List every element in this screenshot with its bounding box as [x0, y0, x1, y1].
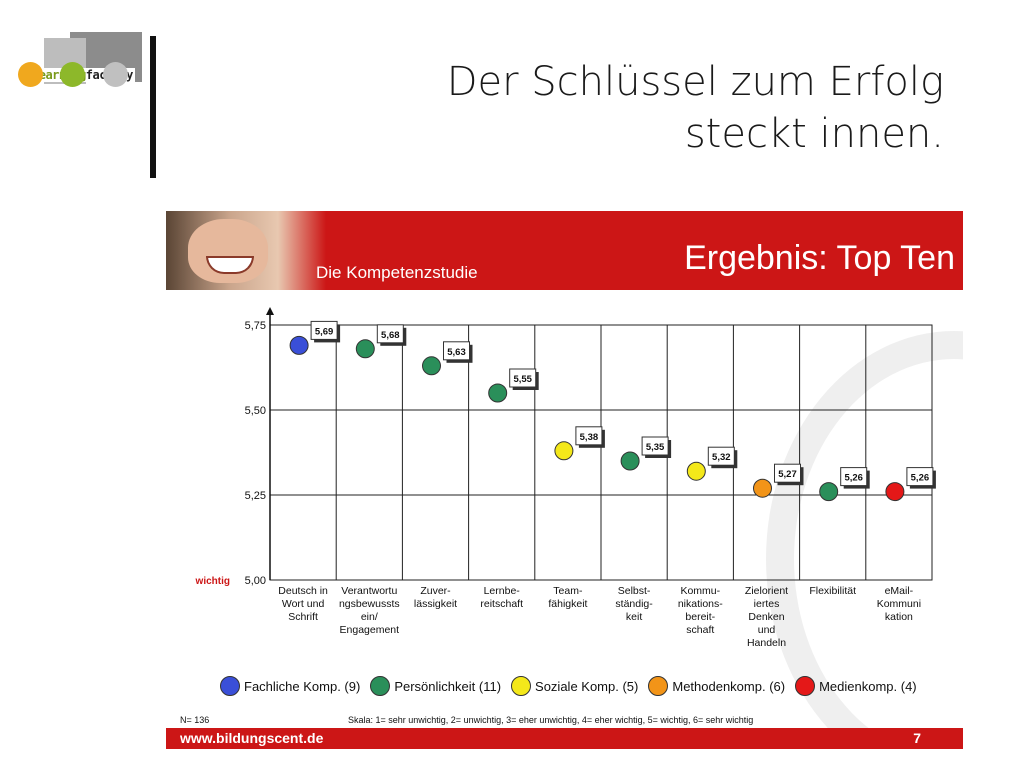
x-category-label: Selbst-ständig-keit	[615, 585, 653, 623]
value-label: 5,38	[580, 432, 599, 443]
x-category-label: Zielorient iertes Denken und Handeln	[745, 585, 788, 649]
banner-title: Ergebnis: Top Ten	[684, 239, 955, 277]
chart-legend: Fachliche Komp. (9) Persönlichkeit (11) So…	[220, 676, 921, 696]
footer-url: www.bildungscent.de	[180, 730, 324, 746]
y-tick-label: 5,25	[245, 490, 266, 502]
slide-banner: Die Kompetenzstudie Ergebnis: Top Ten	[166, 211, 963, 290]
data-point	[753, 478, 772, 498]
value-label-box	[575, 426, 603, 446]
data-point	[289, 335, 309, 355]
value-label-box	[509, 368, 537, 388]
data-point	[686, 461, 706, 481]
value-label: 5,32	[712, 452, 731, 463]
value-label-box	[443, 341, 470, 361]
data-point	[885, 482, 905, 502]
data-point	[819, 482, 839, 502]
title-line-2: steckt innen.	[684, 111, 944, 157]
legend-item: Persönlichkeit (11)	[370, 676, 501, 696]
divider-bar	[150, 36, 156, 178]
value-label-box	[906, 467, 934, 487]
legend-dot-icon	[370, 676, 391, 696]
data-point	[422, 356, 441, 376]
data-point	[488, 383, 508, 403]
banner-subtitle: Die Kompetenzstudie	[316, 263, 478, 282]
value-label: 5,69	[315, 326, 334, 337]
value-label-box	[641, 436, 669, 456]
slide-image: Die Kompetenzstudie Ergebnis: Top Ten 5,…	[166, 211, 963, 749]
y-tick-label: 5,50	[245, 405, 266, 417]
slide-footer: www.bildungscent.de 7	[166, 728, 963, 749]
value-label: 5,63	[447, 347, 466, 358]
x-category-label: Verantwortu ngsbewussts ein/Engagement	[339, 585, 400, 636]
legend-dot-icon	[511, 676, 532, 696]
value-label-box	[376, 324, 404, 344]
scale-note: Skala: 1= sehr unwichtig, 2= unwichtig, …	[348, 715, 754, 725]
data-point	[620, 451, 640, 471]
top-ten-chart: 5,00 5,25 5,50 5,75 wichtig Deutsch in Wort un…	[195, 307, 936, 649]
legend-item: Soziale Komp. (5)	[511, 676, 638, 696]
y-axis-arrow-icon	[266, 307, 274, 315]
value-label: 5,26	[844, 473, 863, 484]
value-label-box	[840, 467, 868, 487]
legend-label: Persönlichkeit (11)	[394, 678, 502, 694]
gray-dot-icon	[103, 62, 128, 87]
legend-label: Methodenkomp. (6)	[672, 678, 786, 694]
value-label: 5,26	[911, 473, 930, 484]
footer-page-number: 7	[913, 730, 921, 746]
x-category-label: Deutsch in Wort und Schrift	[278, 585, 328, 623]
x-category-label: eMail-Kommuni kation	[877, 585, 921, 623]
legend-label: Medienkomp. (4)	[819, 678, 917, 694]
legend-dot-icon	[648, 676, 669, 696]
legend-item: Methodenkomp. (6)	[648, 676, 785, 696]
banner-photo	[166, 211, 326, 290]
legend-item: Medienkomp. (4)	[795, 676, 917, 696]
wichtig-label: wichtig	[195, 576, 230, 587]
legend-label: Soziale Komp. (5)	[535, 678, 639, 694]
data-point	[554, 441, 574, 461]
legend-dot-icon	[220, 676, 240, 696]
x-category-label: Kommu-nikations-bereit-schaft	[678, 585, 723, 636]
x-category-label: Zuver-lässigkeit	[414, 585, 457, 610]
legend-item: Fachliche Komp. (9)	[220, 676, 360, 696]
legend-dot-icon	[795, 676, 816, 696]
title-line-1: Der Schlüssel zum Erfolg	[446, 59, 944, 105]
page-title: Der Schlüssel zum Erfolg steckt innen.	[447, 56, 944, 160]
value-label: 5,35	[646, 442, 665, 453]
y-tick-label: 5,75	[245, 320, 266, 332]
x-category-label: Lernbe-reitschaft	[480, 585, 523, 610]
x-category-label: Team-fähigkeit	[548, 585, 587, 610]
value-label: 5,27	[778, 469, 797, 480]
green-dot-icon	[60, 62, 85, 87]
x-category-label: Flexibilität	[809, 585, 856, 597]
orange-dot-icon	[18, 62, 43, 87]
value-label-box	[707, 446, 735, 466]
value-label-box	[310, 320, 338, 340]
y-tick-label: 5,00	[245, 575, 266, 587]
sample-size-note: N= 136	[180, 715, 210, 725]
value-label: 5,68	[381, 330, 400, 341]
value-label-box	[774, 463, 801, 483]
data-point	[355, 339, 375, 359]
legend-label: Fachliche Komp. (9)	[244, 678, 361, 694]
value-label: 5,55	[513, 374, 532, 385]
